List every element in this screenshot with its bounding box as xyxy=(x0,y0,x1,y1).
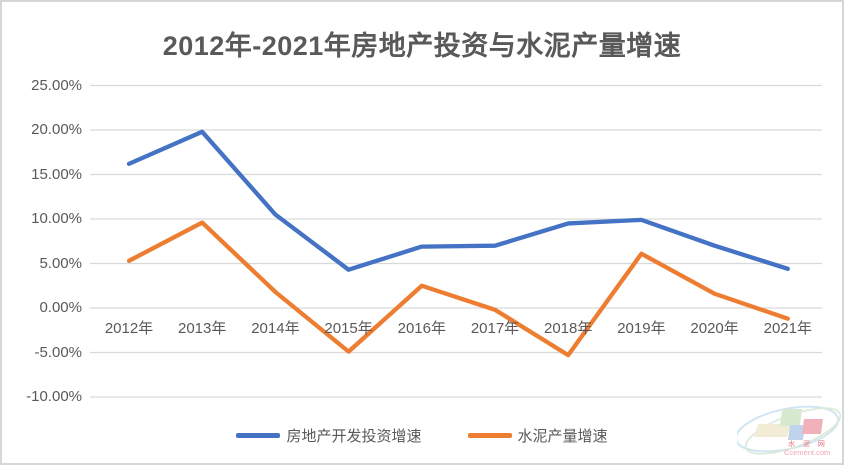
x-axis-tick-label: 2017年 xyxy=(470,320,520,337)
chart-legend: 房地产开发投资增速 水泥产量增速 xyxy=(2,425,842,446)
x-axis-tick-label: 2019年 xyxy=(617,320,666,337)
watermark-pink-block xyxy=(801,419,824,434)
legend-label-cement: 水泥产量增速 xyxy=(517,428,608,445)
y-axis-tick-label: 20.00% xyxy=(31,121,82,138)
x-axis-tick-label: 2016年 xyxy=(397,320,446,337)
legend-swatch-investment-icon xyxy=(236,433,281,438)
x-axis-tick-label: 2020年 xyxy=(690,320,739,337)
watermark-logo: 水 泥 网 Ccement.com xyxy=(737,401,841,461)
series-line-1 xyxy=(126,220,790,358)
watermark-url-text: Ccement.com xyxy=(784,448,831,457)
y-axis-tick-label: 25.00% xyxy=(31,76,82,94)
x-axis-tick-label: 2015年 xyxy=(324,320,373,337)
series-line-0 xyxy=(126,129,790,272)
watermark-green-block xyxy=(779,409,803,426)
legend-label-investment: 房地产开发投资增速 xyxy=(286,428,422,445)
y-axis-tick-label: 0.00% xyxy=(39,299,82,316)
legend-item-investment: 房地产开发投资增速 xyxy=(236,425,422,446)
x-axis-tick-label: 2021年 xyxy=(763,320,812,337)
y-axis-tick-label: -10.00% xyxy=(26,388,82,405)
y-axis-tick-label: 10.00% xyxy=(31,210,82,227)
legend-item-cement: 水泥产量增速 xyxy=(467,425,608,446)
x-axis-tick-label: 2018年 xyxy=(544,320,593,337)
x-axis-tick-label: 2013年 xyxy=(178,320,227,337)
watermark-cn-text: 水 泥 网 xyxy=(788,441,828,448)
legend-swatch-cement-icon xyxy=(467,433,512,438)
y-axis-tick-label: 5.00% xyxy=(39,254,82,272)
y-axis-tick-label: 15.00% xyxy=(31,165,82,183)
x-axis-tick-label: 2012年 xyxy=(104,320,154,337)
chart-title: 2012年-2021年房地产投资与水泥产量增速 xyxy=(162,31,682,61)
x-axis-tick-label: 2014年 xyxy=(251,320,300,337)
y-axis-tick-label: -5.00% xyxy=(34,343,82,361)
